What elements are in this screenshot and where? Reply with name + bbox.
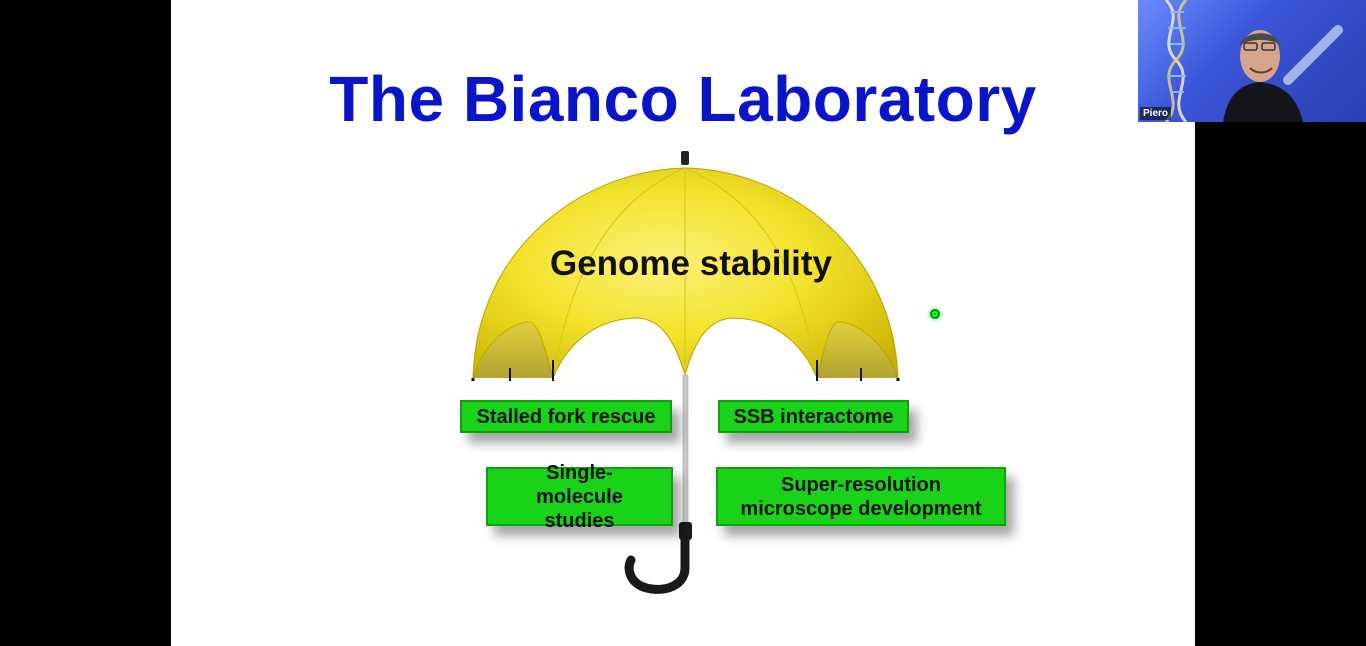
- umbrella-illustration: [471, 151, 900, 594]
- laser-pointer: [930, 309, 940, 319]
- topic-box-stalled-fork-rescue: Stalled fork rescue: [460, 400, 672, 433]
- topic-box-super-resolution: Super-resolution microscope development: [716, 467, 1006, 526]
- participant-video-tile[interactable]: Piero: [1138, 0, 1366, 122]
- umbrella-tip: [681, 151, 689, 165]
- topic-box-ssb-interactome: SSB interactome: [718, 400, 909, 433]
- topic-box-single-molecule-studies: Single-molecule studies: [486, 462, 673, 532]
- umbrella-theme-label: Genome stability: [549, 244, 833, 283]
- umbrella-shaft: [682, 374, 689, 526]
- topic-label: Super-resolution microscope development: [740, 473, 982, 520]
- umbrella-handle: [624, 533, 690, 594]
- video-feed: [1164, 0, 1343, 122]
- topic-label: Single-molecule studies: [536, 461, 623, 532]
- presentation-slide: The Bianco Laboratory: [171, 0, 1195, 646]
- participant-name-label: Piero: [1140, 107, 1172, 120]
- slide-title: The Bianco Laboratory: [329, 63, 1037, 135]
